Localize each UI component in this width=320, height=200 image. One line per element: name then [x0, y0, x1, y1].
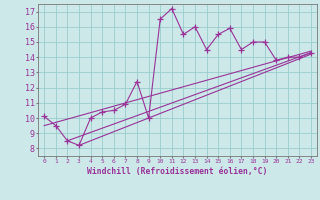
X-axis label: Windchill (Refroidissement éolien,°C): Windchill (Refroidissement éolien,°C): [87, 167, 268, 176]
